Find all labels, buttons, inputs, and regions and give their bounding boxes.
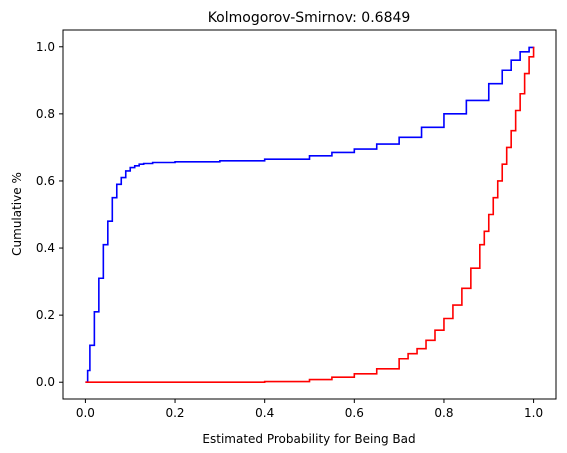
series-line-1 (85, 46, 535, 384)
x-tick-label: 0.2 (165, 406, 184, 420)
y-tick-label: 1.0 (36, 40, 55, 54)
y-tick-label: 0.6 (36, 174, 55, 188)
y-axis: 0.0 0.2 0.4 0.6 0.8 1.0 (36, 40, 63, 389)
y-tick-label: 0.4 (36, 241, 55, 255)
plot-area (63, 30, 556, 399)
plot-content (85, 46, 535, 384)
x-tick-label: 0.4 (255, 406, 274, 420)
x-tick-label: 0.6 (345, 406, 364, 420)
y-axis-title: Cumulative % (10, 172, 24, 256)
series-line-0 (85, 46, 535, 384)
x-tick-label: 0.8 (434, 406, 453, 420)
x-axis-title: Estimated Probability for Being Bad (202, 432, 415, 446)
x-tick-label: 1.0 (524, 406, 543, 420)
x-tick-label: 0.0 (76, 406, 95, 420)
y-tick-label: 0.2 (36, 308, 55, 322)
x-axis: 0.0 0.2 0.4 0.6 0.8 1.0 (76, 399, 543, 420)
plot-frame (62, 29, 557, 400)
y-tick-label: 0.0 (36, 375, 55, 389)
y-tick-label: 0.8 (36, 107, 55, 121)
chart-title: Kolmogorov-Smirnov: 0.6849 (208, 10, 411, 26)
